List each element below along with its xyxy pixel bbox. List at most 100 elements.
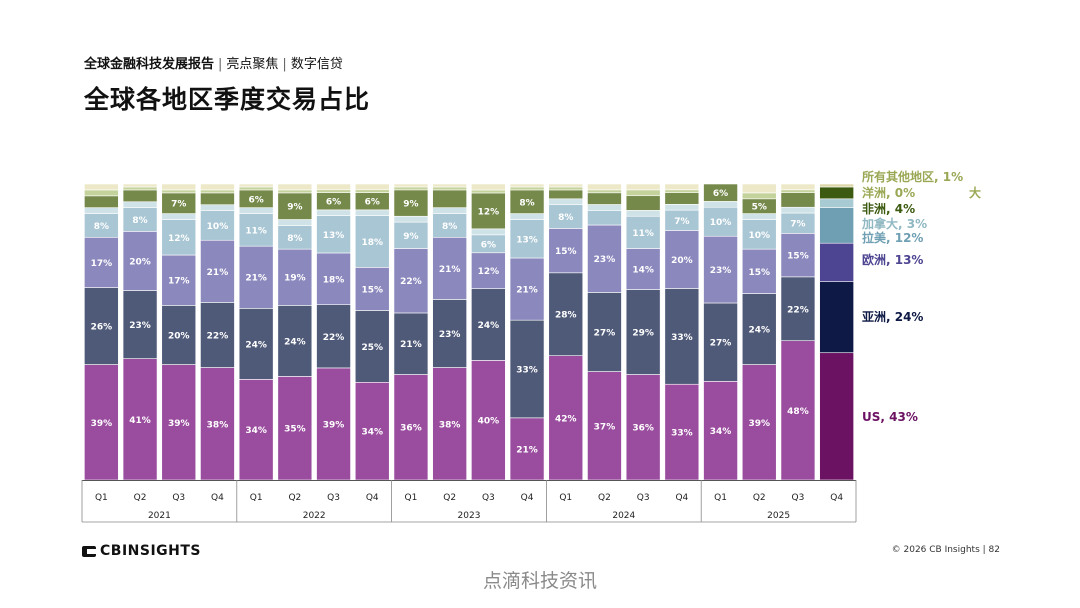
watermark: 点滴科技资讯 [482,570,597,592]
bar-segment [741,248,777,294]
bar-segment [471,228,506,236]
bar-segment [161,305,197,365]
legend-label: 非洲, 4% [862,201,915,216]
bar-segment [122,186,158,191]
bar-segment [587,210,622,226]
page-number: 82 [988,545,1000,555]
bar-segment [587,224,622,293]
data-label: 18% [323,275,345,285]
data-label: 22% [787,305,809,315]
bar-segment [819,281,854,354]
data-label: 24% [284,337,306,347]
bar-segment [664,230,700,289]
data-label: 9% [403,200,418,210]
bar-segment [393,215,429,223]
bar-segment [625,195,661,211]
bar-segment [354,215,390,268]
bar-segment [393,221,429,249]
header-separator: | [282,57,287,72]
data-label: 34% [710,427,732,437]
bar-segment [277,183,313,191]
bar-segment [548,228,584,274]
bar-segment [819,198,854,208]
bar-segment [84,195,119,208]
bar-segment [664,288,700,385]
bar-segment [161,254,197,306]
data-label: 13% [323,231,345,241]
bar-segment [238,186,274,191]
bar-segment [664,383,700,481]
bar-segment [84,236,119,288]
year-label: 2022 [303,511,326,521]
bar-segment [703,235,738,304]
data-label: 39% [91,419,113,429]
data-label: 24% [748,326,770,336]
bar-segment [432,186,467,191]
data-label: 33% [671,333,693,343]
bar-segment [664,183,700,191]
bar-segment [161,189,197,194]
bar-segment [509,183,545,188]
data-label: 6% [365,198,380,208]
data-label: 8% [519,198,534,208]
bar-segment [161,219,197,256]
data-label: 6% [713,189,728,199]
data-label: 21% [516,286,538,296]
bar-segment [393,186,429,191]
page-separator: | [982,545,989,555]
bar-segment [200,302,235,368]
bar-segment [587,292,622,372]
data-label: 42% [555,414,577,424]
bar-segment [200,367,235,481]
data-label: 18% [361,238,383,248]
data-label: 20% [168,331,190,341]
data-label: 33% [516,366,538,376]
bar-segment [703,183,738,202]
data-label: 7% [790,220,805,230]
bar-segment [316,183,351,191]
data-label: 21% [207,268,229,278]
bar-segment [122,290,158,359]
x-tick-label: Q2 [443,493,456,503]
bar-segment [432,207,467,214]
data-label: 23% [594,255,616,265]
year-label: 2024 [612,511,635,521]
page-title: 全球各地区季度交易占比 [84,85,371,114]
data-label: 8% [558,213,573,223]
data-label: 39% [168,419,190,429]
bar-segment [625,215,661,249]
bar-segment [354,209,390,216]
bar-segment [393,183,429,188]
bar-segment [625,210,661,217]
bar-segment [703,201,738,208]
bar-segment [819,186,854,200]
bar-segment [238,245,274,309]
data-label: 7% [171,200,186,210]
bar-segment [238,379,274,481]
bar-segment [703,206,738,237]
data-label: 6% [326,198,341,208]
bar-segment [625,374,661,481]
data-label: 12% [168,234,190,244]
data-label: 23% [439,330,461,340]
header-topic: 数字信贷 [290,57,343,72]
bar-segment [780,340,816,481]
bar-segment [161,213,197,220]
bar-segment [200,204,235,211]
bar-segment [625,183,661,191]
bar-segment [741,293,777,365]
data-label: 34% [361,428,383,438]
bar-segment [664,204,700,211]
bar-segment [354,189,390,193]
bar-segment [819,207,854,244]
year-label: 2023 [458,511,481,521]
data-label: 17% [168,277,190,287]
bar-segment [587,183,622,191]
data-label: 8% [287,234,302,244]
year-label: 2021 [148,511,171,521]
data-label: 39% [748,419,770,429]
bar-segment [664,192,700,205]
data-label: 23% [710,266,732,276]
data-label: 40% [478,417,500,427]
x-tick-label: Q2 [598,493,611,503]
